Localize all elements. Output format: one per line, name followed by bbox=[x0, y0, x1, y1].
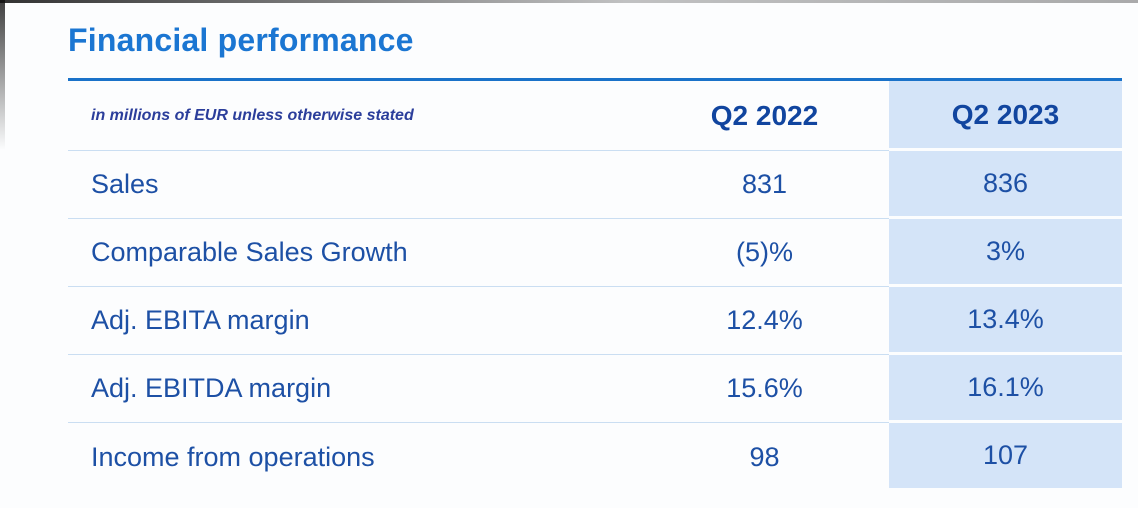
row-label: Adj. EBITA margin bbox=[91, 305, 310, 335]
header-left-section: in millions of EUR unless otherwise stat… bbox=[68, 81, 889, 151]
value-q2-2022: 12.4% bbox=[726, 305, 803, 335]
frame-top-edge bbox=[0, 0, 1138, 3]
value-q2-2023: 16.1% bbox=[889, 355, 1122, 420]
title-underline bbox=[68, 78, 1122, 81]
column-header-q2-2022: Q2 2022 bbox=[710, 99, 819, 131]
frame-left-edge bbox=[0, 0, 5, 150]
table-row-sales: Sales 831 836 bbox=[68, 151, 1122, 219]
value-q2-2023: 13.4% bbox=[889, 287, 1122, 352]
table-row-comparable-sales-growth: Comparable Sales Growth (5)% 3% bbox=[68, 219, 1122, 287]
row-label: Income from operations bbox=[91, 441, 375, 472]
value-q2-2022: 15.6% bbox=[726, 373, 803, 403]
value-q2-2022: 831 bbox=[741, 169, 788, 199]
page-title: Financial performance bbox=[68, 22, 414, 58]
table-row-income-from-operations: Income from operations 98 107 bbox=[68, 423, 1122, 491]
row-label: Adj. EBITDA margin bbox=[91, 373, 332, 403]
table-units-note: in millions of EUR unless otherwise stat… bbox=[91, 106, 414, 124]
table-row-adj-ebita-margin: Adj. EBITA margin 12.4% 13.4% bbox=[68, 287, 1122, 355]
table-row-adj-ebitda-margin: Adj. EBITDA margin 15.6% 16.1% bbox=[68, 355, 1122, 423]
table-header-row: in millions of EUR unless otherwise stat… bbox=[68, 81, 1122, 151]
value-q2-2023: 836 bbox=[889, 151, 1122, 216]
row-label: Comparable Sales Growth bbox=[91, 237, 408, 267]
value-q2-2023: 3% bbox=[889, 219, 1122, 284]
value-q2-2022: (5)% bbox=[735, 237, 793, 267]
financial-table: in millions of EUR unless otherwise stat… bbox=[68, 81, 1122, 491]
row-label: Sales bbox=[91, 169, 159, 199]
column-header-q2-2023: Q2 2023 bbox=[889, 81, 1122, 148]
value-q2-2022: 98 bbox=[749, 441, 780, 472]
value-q2-2023: 107 bbox=[889, 423, 1122, 488]
